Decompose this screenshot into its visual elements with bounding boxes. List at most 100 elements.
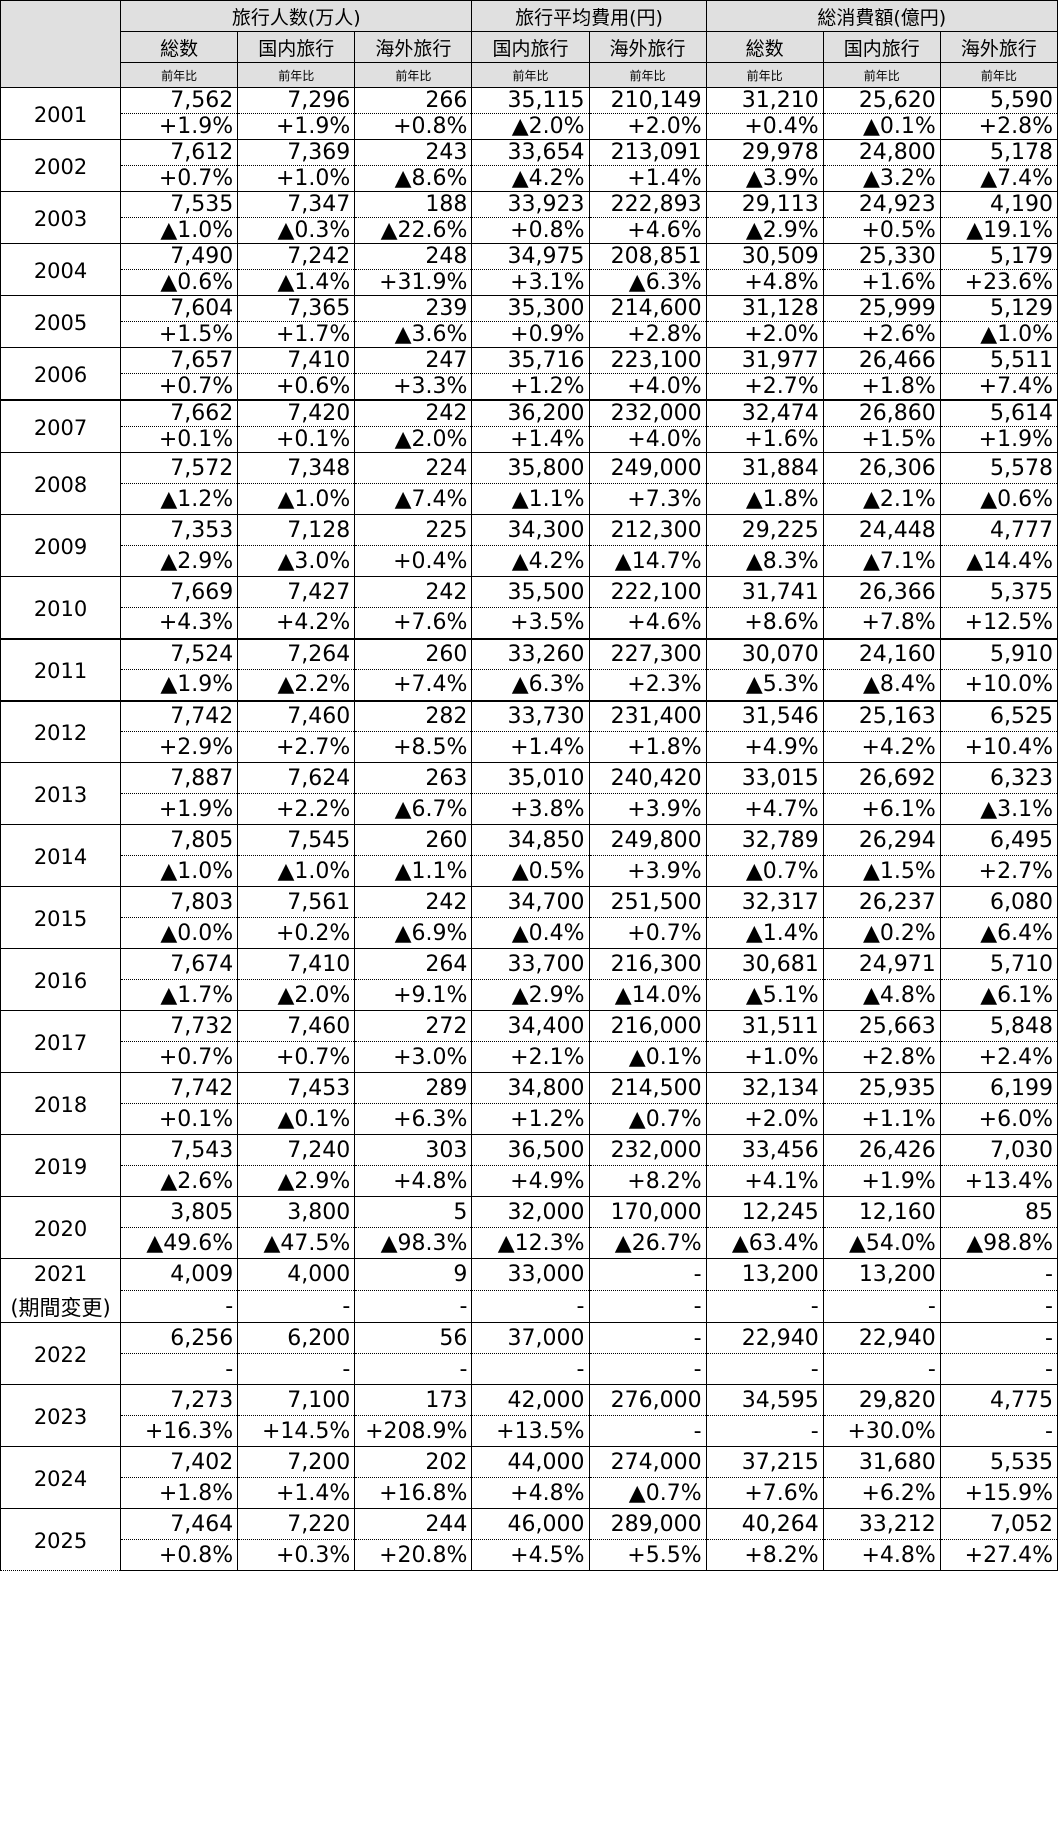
yoy-cell: +0.1% (120, 426, 239, 453)
value-cell: 5,179 (939, 243, 1059, 270)
value-cell: - (588, 1322, 707, 1354)
value-cell: 22,940 (705, 1322, 824, 1354)
yoy-cell: +4.2% (822, 731, 941, 763)
table-row: 2024 7,402 7,200 202 44,000 274,000 37,215 31,6… (0, 1446, 1059, 1509)
yoy-cell: +1.6% (705, 426, 824, 453)
table-row: 2013 7,887 7,624 263 35,010 240,420 33,015 26,6… (0, 762, 1059, 825)
yoy-cell: +4.8% (822, 1539, 941, 1571)
value-cell: 34,400 (471, 1010, 590, 1042)
value-cell: 272 (354, 1010, 473, 1042)
value-cell: 26,306 (822, 452, 941, 484)
table-row: 2001 7,562 7,296 266 35,115 210,149 31,210 25,6… (0, 87, 1059, 140)
yoy-cell: +14.5% (237, 1415, 356, 1447)
yoy-cell: ▲6.9% (354, 917, 473, 949)
value-cell: 7,543 (120, 1134, 239, 1166)
value-cell: 31,977 (705, 347, 824, 374)
value-cell: 210,149 (588, 87, 707, 114)
value-cell: 5,848 (939, 1010, 1059, 1042)
value-cell: 35,800 (471, 452, 590, 484)
table-row: 2019 7,543 7,240 303 36,500 232,000 33,456 26,4… (0, 1134, 1059, 1197)
yoy-cell: ▲6.3% (471, 669, 590, 701)
table-row: 2017 7,732 7,460 272 34,400 216,000 31,511 25,6… (0, 1010, 1059, 1073)
table-row-yoy: +0.7% +0.7% +3.0% +2.1% ▲0.1% +1.0% +2.8% +2.4% (1, 1041, 1059, 1073)
yoy-cell: ▲2.0% (354, 426, 473, 453)
yoy-cell: +7.4% (354, 669, 473, 701)
value-cell: 24,160 (822, 637, 941, 670)
value-cell: 224 (354, 452, 473, 484)
value-cell: 5 (354, 1196, 473, 1228)
group-header-total-consumption: 総消費額(億円) (705, 0, 1059, 32)
value-cell: 35,500 (471, 576, 590, 608)
yoy-cell: +8.2% (588, 1165, 707, 1197)
value-cell: 4,775 (939, 1384, 1059, 1416)
yoy-cell: +1.9% (120, 793, 239, 825)
yoy-cell: +0.5% (822, 217, 941, 244)
table-row-yoy: ▲2.9% ▲3.0% +0.4% ▲4.2% ▲14.7% ▲8.3% ▲7.1% ▲14.… (1, 545, 1059, 577)
table-row: 2008 7,572 7,348 224 35,800 249,000 31,884 26,3… (0, 452, 1059, 515)
group-header-travelers: 旅行人数(万人) (120, 0, 473, 32)
yoy-cell: ▲1.9% (120, 669, 239, 701)
table-row-yoy: ▲49.6% ▲47.5% ▲98.3% ▲12.3% ▲26.7% ▲63.4% ▲54.… (1, 1227, 1059, 1259)
value-cell: 7,453 (237, 1072, 356, 1104)
value-cell: 7,612 (120, 139, 239, 166)
value-cell: 7,887 (120, 762, 239, 794)
value-cell: 24,800 (822, 139, 941, 166)
value-cell: 32,317 (705, 886, 824, 918)
value-cell: 225 (354, 514, 473, 546)
table-row: 2023 7,273 7,100 173 42,000 276,000 34,595 29,8… (0, 1384, 1059, 1447)
table-row: 2022 6,256 6,200 56 37,000-22,940 22,940- (0, 1322, 1059, 1385)
yoy-cell: +0.1% (120, 1103, 239, 1135)
table-row: 2006 7,657 7,410 247 35,716 223,100 31,977 26,4… (0, 347, 1059, 401)
yoy-cell: +2.0% (705, 321, 824, 348)
year-note: (期間変更) (10, 1296, 111, 1320)
value-cell: 7,460 (237, 1010, 356, 1042)
table-row-yoy: +0.1% ▲0.1% +6.3% +1.2% ▲0.7% +2.0% +1.1% +6.0% (1, 1103, 1059, 1135)
yoy-cell: +3.9% (588, 855, 707, 887)
yoy-cell: +0.2% (237, 917, 356, 949)
table-row-yoy: ▲1.0% ▲0.3% ▲22.6% +0.8% +4.6% ▲2.9% +0.5% ▲19.… (1, 217, 1059, 244)
year-cell: 2014 (0, 824, 122, 887)
value-cell: 244 (354, 1508, 473, 1540)
value-cell: 34,800 (471, 1072, 590, 1104)
table-row-yoy: ▲1.9% ▲2.2% +7.4% ▲6.3% +2.3% ▲5.3% ▲8.4% +10.0… (1, 669, 1059, 701)
value-cell: 242 (354, 399, 473, 427)
yoy-cell: ▲8.3% (705, 545, 824, 577)
yoy-cell: - (705, 1415, 824, 1447)
value-cell: 222,100 (588, 576, 707, 608)
value-cell: 12,160 (822, 1196, 941, 1228)
value-cell: 26,860 (822, 399, 941, 427)
value-cell: 5,590 (939, 87, 1059, 114)
table-header: 旅行人数(万人) 旅行平均費用(円) 総消費額(億円) 総数 国内旅行 海外旅行… (0, 0, 1059, 88)
yoy-cell: - (939, 1415, 1059, 1447)
value-cell: 7,624 (237, 762, 356, 794)
yoy-cell: ▲7.4% (354, 483, 473, 515)
value-cell: 31,741 (705, 576, 824, 608)
value-cell: 7,662 (120, 399, 239, 427)
value-cell: 33,730 (471, 699, 590, 732)
value-cell: 227,300 (588, 637, 707, 670)
yoy-cell: ▲1.0% (237, 483, 356, 515)
value-cell: 34,850 (471, 824, 590, 856)
value-cell: 44,000 (471, 1446, 590, 1478)
value-cell: 56 (354, 1322, 473, 1354)
yoy-cell: +27.4% (939, 1539, 1059, 1571)
column-header: 海外旅行 (939, 31, 1059, 63)
yoy-cell: +13.4% (939, 1165, 1059, 1197)
yoy-cell: ▲19.1% (939, 217, 1059, 244)
table-row: 2021 (期間変更) 4,009 4,000 9 33,000-13,200 13,200… (0, 1258, 1059, 1323)
yoy-cell: - (120, 1290, 239, 1323)
yoy-cell: +4.5% (471, 1539, 590, 1571)
yoy-cell: ▲1.7% (120, 979, 239, 1011)
year-cell: 2003 (0, 191, 122, 244)
yoy-cell: - (471, 1353, 590, 1385)
value-cell: 33,015 (705, 762, 824, 794)
value-cell: 46,000 (471, 1508, 590, 1540)
table-row-yoy: +1.8% +1.4% +16.8% +4.8% ▲0.7% +7.6% +6.2% +15.… (1, 1477, 1059, 1509)
value-cell: 7,030 (939, 1134, 1059, 1166)
value-cell: 35,300 (471, 295, 590, 322)
value-cell: 26,294 (822, 824, 941, 856)
yoy-cell: ▲2.9% (120, 545, 239, 577)
value-cell: 240,420 (588, 762, 707, 794)
value-cell: 7,805 (120, 824, 239, 856)
value-cell: 6,199 (939, 1072, 1059, 1104)
